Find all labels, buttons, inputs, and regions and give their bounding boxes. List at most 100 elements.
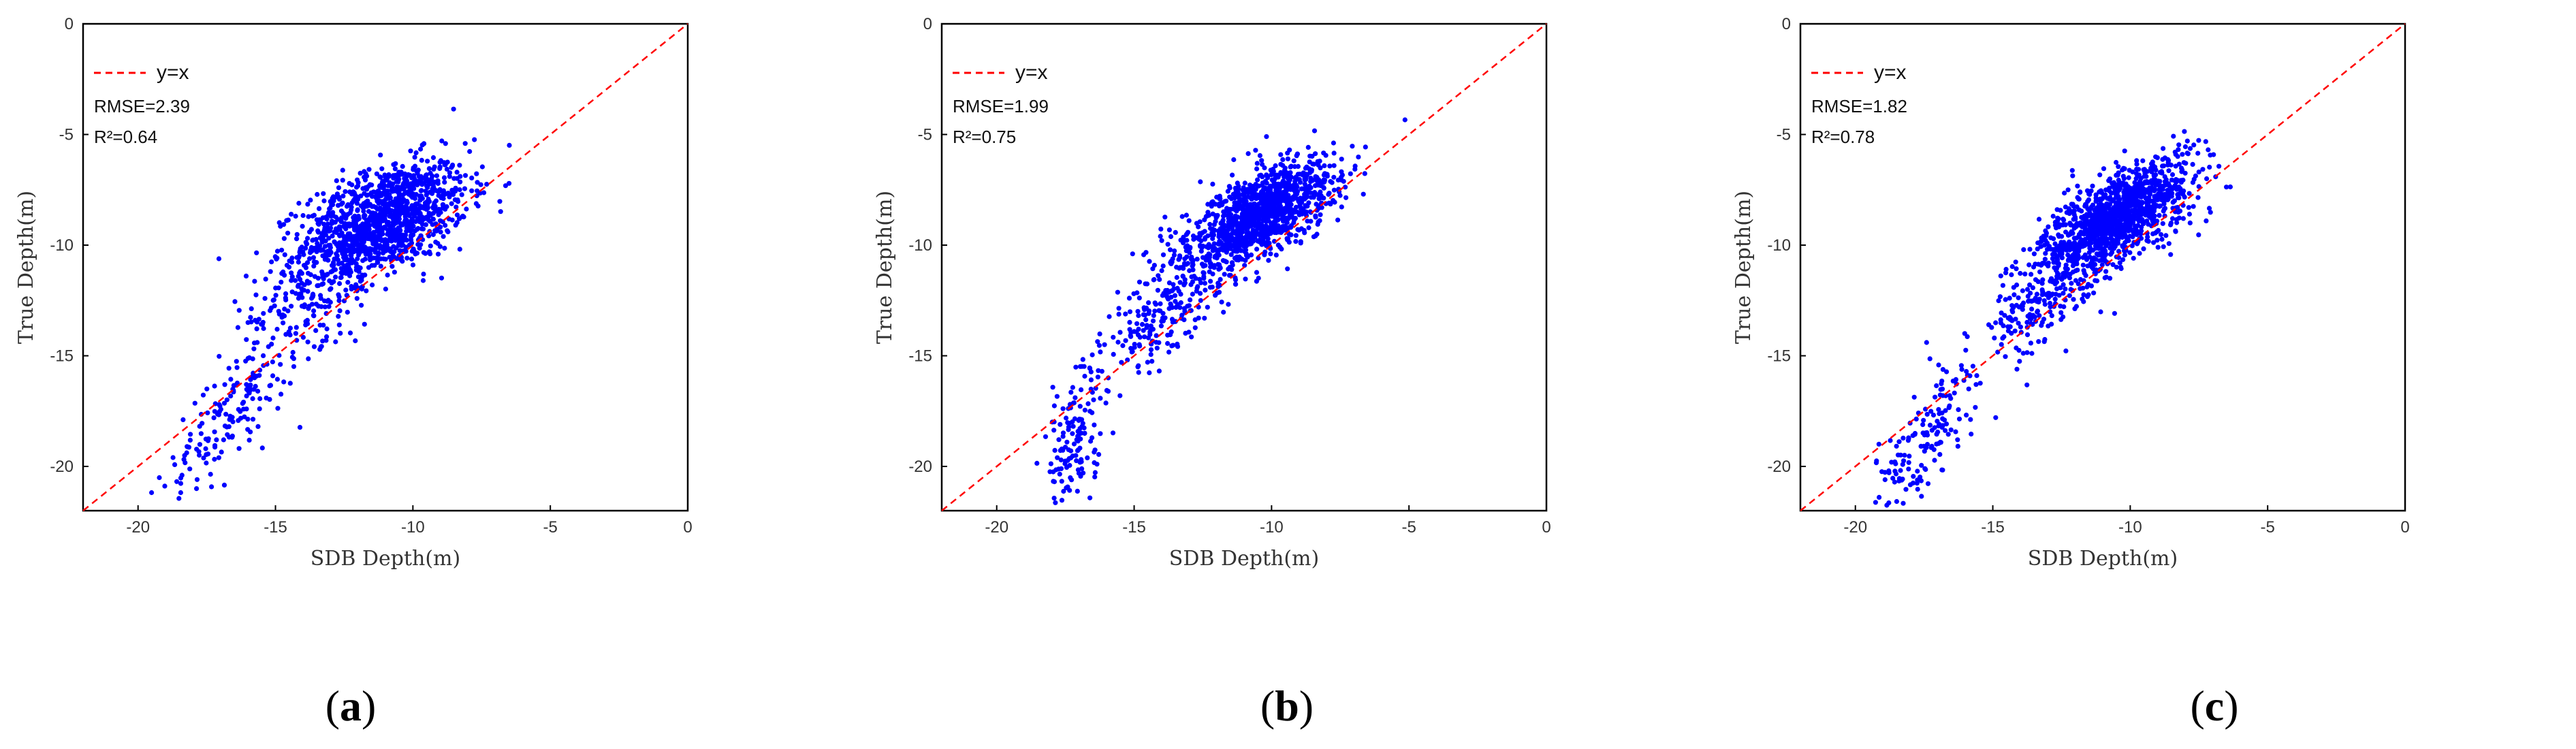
scatter-point — [413, 201, 419, 206]
scatter-point — [1331, 163, 1337, 168]
x-tick-label: -10 — [1260, 518, 1284, 537]
scatter-point — [2141, 246, 2146, 251]
scatter-point — [2071, 212, 2077, 217]
scatter-point — [2180, 152, 2185, 157]
scatter-point — [2160, 221, 2165, 226]
scatter-point — [2166, 181, 2172, 187]
scatter-point — [359, 302, 364, 308]
scatter-point — [1939, 425, 1945, 430]
scatter-point — [1955, 437, 1960, 443]
scatter-point — [1048, 461, 1053, 466]
scatter-point — [273, 293, 279, 298]
scatter-point — [2036, 339, 2041, 345]
scatter-point — [184, 450, 189, 456]
scatter-point — [289, 270, 294, 276]
scatter-point — [2018, 324, 2023, 330]
scatter-point — [1882, 470, 1888, 475]
scatter-point — [2126, 175, 2131, 180]
scatter-point — [299, 270, 305, 276]
scatter-point — [322, 244, 328, 249]
scatter-point — [2102, 215, 2108, 221]
scatter-point — [1073, 364, 1079, 370]
scatter-point — [507, 142, 512, 148]
scatter-point — [325, 221, 330, 227]
scatter-point — [1290, 197, 1296, 202]
scatter-point — [2155, 244, 2161, 250]
scatter-point — [254, 373, 259, 379]
scatter-point — [1282, 223, 1288, 229]
scatter-point — [1943, 408, 1948, 413]
scatter-point — [388, 212, 394, 218]
scatter-point — [1896, 476, 1902, 481]
scatter-point — [2054, 286, 2060, 291]
scatter-point — [333, 274, 338, 280]
scatter-point — [1115, 339, 1121, 345]
scatter-point — [293, 331, 298, 336]
scatter-point — [313, 328, 319, 333]
scatter-point — [1194, 289, 1199, 294]
scatter-point — [362, 321, 367, 327]
scatter-point — [1236, 241, 1241, 246]
scatter-point — [2183, 161, 2189, 166]
scatter-point — [1322, 178, 1328, 183]
scatter-point — [1224, 249, 1229, 255]
scatter-point — [315, 283, 320, 289]
scatter-point — [2112, 310, 2117, 316]
scatter-point — [2137, 251, 2142, 256]
scatter-point — [299, 304, 305, 309]
scatter-point — [415, 225, 421, 232]
scatter-point — [2056, 216, 2061, 221]
scatter-point — [2162, 182, 2167, 188]
scatter-point — [311, 313, 317, 319]
scatter-point — [2046, 291, 2051, 296]
scatter-point — [328, 249, 333, 254]
scatter-point — [1262, 214, 1268, 220]
scatter-point — [1242, 263, 1247, 268]
scatter-point — [331, 279, 336, 285]
scatter-point — [409, 240, 415, 246]
scatter-point — [243, 358, 249, 364]
scatter-point — [1245, 151, 1251, 157]
scatter-point — [1319, 195, 1324, 200]
scatter-point — [2093, 240, 2099, 246]
scatter-point — [497, 199, 503, 204]
scatter-point — [178, 475, 184, 481]
scatter-point — [412, 155, 417, 160]
scatter-point — [459, 192, 464, 197]
scatter-point — [1134, 321, 1140, 326]
scatter-point — [2139, 200, 2144, 205]
scatter-point — [388, 238, 394, 243]
scatter-point — [250, 417, 256, 422]
scatter-point — [464, 206, 469, 212]
scatter-point — [1198, 291, 1203, 296]
scatter-point — [2105, 205, 2110, 210]
scatter-point — [378, 174, 383, 180]
scatter-point — [379, 193, 384, 198]
scatter-point — [415, 170, 420, 176]
scatter-point — [2034, 291, 2039, 297]
scatter-point — [309, 296, 315, 301]
scatter-point — [424, 206, 429, 212]
scatter-point — [1326, 191, 1331, 197]
scatter-point — [1064, 464, 1070, 471]
scatter-point — [462, 173, 468, 178]
scatter-point — [420, 278, 426, 283]
scatter-point — [444, 166, 450, 172]
scatter-point — [1058, 421, 1063, 427]
scatter-point — [1953, 377, 1958, 383]
scatter-point — [424, 192, 429, 197]
scatter-point — [270, 359, 275, 365]
scatter-point — [409, 256, 415, 261]
y-tick-label: -10 — [1767, 236, 1791, 255]
scatter-point — [2176, 195, 2181, 200]
scatter-point — [1901, 500, 1906, 506]
scatter-point — [2042, 257, 2048, 262]
scatter-point — [1093, 385, 1098, 391]
scatter-point — [1096, 451, 1102, 458]
scatter-point — [1177, 255, 1183, 260]
scatter-point — [2146, 203, 2152, 208]
x-tick-label: 0 — [2400, 518, 2409, 537]
scatter-point — [360, 205, 366, 210]
scatter-point — [361, 232, 367, 237]
scatter-point — [1264, 134, 1269, 140]
